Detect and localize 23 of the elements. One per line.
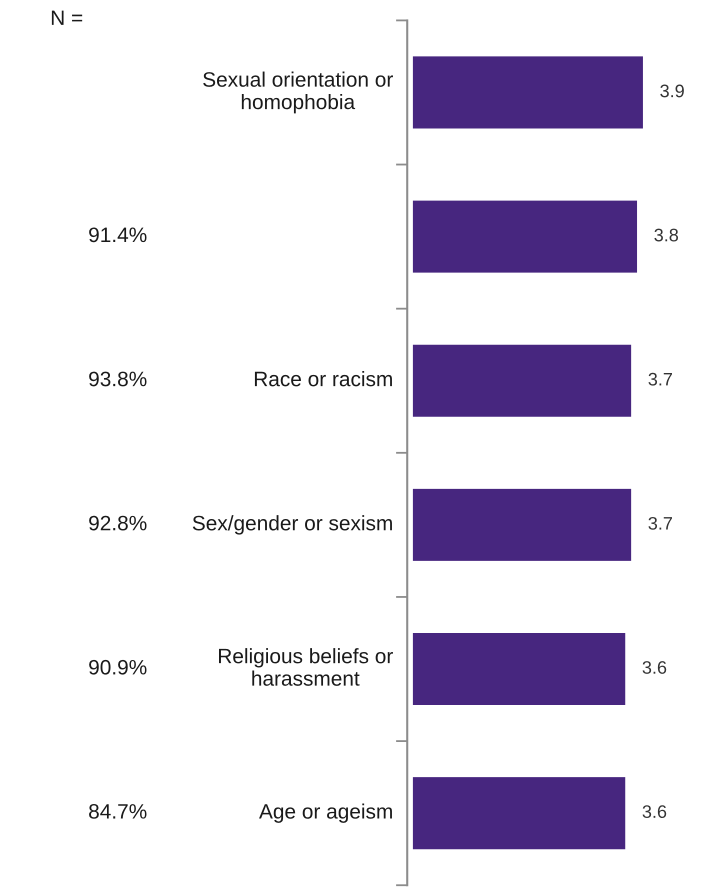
data-label: 3.7: [648, 372, 672, 386]
y-tick-label: Race or racism: [254, 371, 392, 386]
y-tick-label: Sex/gender or sexism: [192, 515, 392, 535]
data-label: 3.9: [660, 84, 684, 98]
bar: [412, 777, 626, 850]
bar: [412, 200, 638, 273]
data-label: 3.8: [654, 228, 678, 242]
text: 90.9%: [89, 660, 146, 675]
y-tick-label: Sexual orientation or homophobia: [203, 72, 393, 114]
text: 84.7%: [89, 804, 146, 819]
text: 92.8%: [89, 516, 146, 530]
data-label: 3.6: [642, 805, 666, 818]
y-tick-label: Age or ageism: [259, 803, 392, 823]
data-label: 3.6: [642, 661, 666, 674]
text: 93.8%: [89, 372, 146, 386]
bar: [412, 488, 632, 561]
y-tick-label: Religious beliefs or harassment: [219, 648, 393, 686]
data-label: 3.7: [648, 516, 672, 530]
text: N =: [52, 10, 82, 25]
text: 91.4%: [89, 227, 146, 242]
bar: [412, 344, 632, 417]
bar: [412, 632, 626, 706]
bar: [412, 56, 643, 129]
